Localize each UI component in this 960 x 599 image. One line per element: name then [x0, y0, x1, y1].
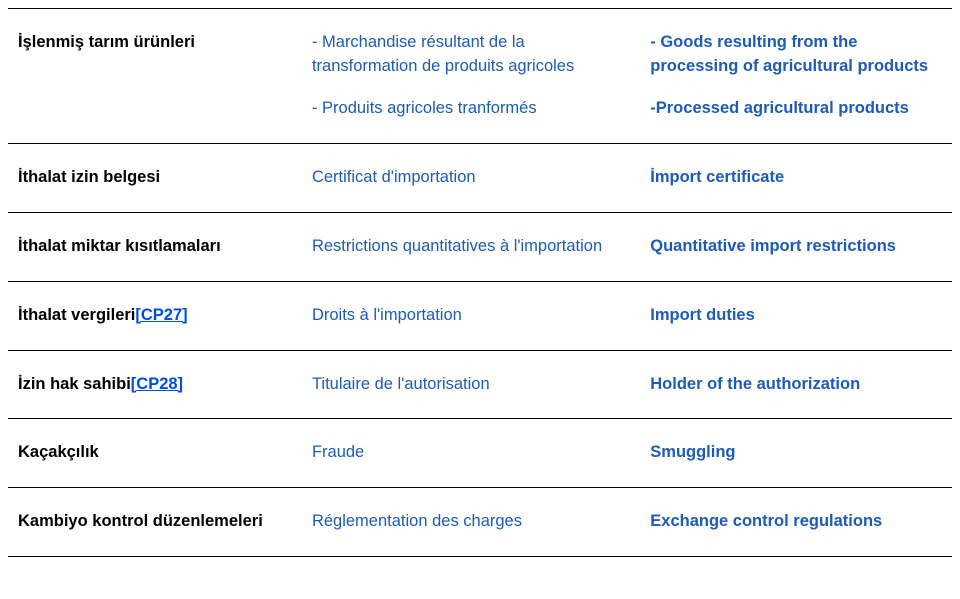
term-text: Titulaire de l'autorisation	[312, 375, 490, 393]
term-turkish: Kaçakçılık	[8, 419, 302, 488]
term-text: Restrictions quantitatives à l'importati…	[312, 237, 602, 255]
term-text: Kambiyo kontrol düzenlemeleri	[18, 512, 263, 530]
term-text: İmport certificate	[650, 168, 784, 186]
term-text: Droits à l'importation	[312, 306, 462, 324]
term-english: İmport certificate	[640, 143, 952, 212]
table-row: İthalat miktar kısıtlamaları Restriction…	[8, 212, 952, 281]
table-row: İzin hak sahibi[CP28] Titulaire de l'aut…	[8, 350, 952, 419]
table-row: İthalat vergileri[CP27] Droits à l'impor…	[8, 281, 952, 350]
term-french: Certificat d'importation	[302, 143, 640, 212]
term-turkish: İşlenmiş tarım ürünleri	[8, 9, 302, 144]
term-text: Quantitative import restrictions	[650, 237, 896, 255]
term-turkish: İzin hak sahibi[CP28]	[8, 350, 302, 419]
term-turkish: Kambiyo kontrol düzenlemeleri	[8, 488, 302, 557]
term-english: Import duties	[640, 281, 952, 350]
table-row: Kambiyo kontrol düzenlemeleri Réglementa…	[8, 488, 952, 557]
table-row: Kaçakçılık Fraude Smuggling	[8, 419, 952, 488]
term-text: Réglementation des charges	[312, 512, 522, 530]
term-text: - Produits agricoles tranformés	[312, 97, 630, 121]
term-english: Smuggling	[640, 419, 952, 488]
term-french: Titulaire de l'autorisation	[302, 350, 640, 419]
term-text: Fraude	[312, 443, 364, 461]
table-row: İthalat izin belgesi Certificat d'import…	[8, 143, 952, 212]
term-text: Exchange control regulations	[650, 512, 882, 530]
term-english: - Goods resulting from the processing of…	[640, 9, 952, 144]
term-french: Réglementation des charges	[302, 488, 640, 557]
term-text: - Marchandise résultant de la transforma…	[312, 31, 630, 79]
term-french: Droits à l'importation	[302, 281, 640, 350]
term-text: İthalat miktar kısıtlamaları	[18, 237, 221, 255]
term-turkish: İthalat izin belgesi	[8, 143, 302, 212]
term-english: Holder of the authorization	[640, 350, 952, 419]
term-text: Certificat d'importation	[312, 168, 476, 186]
citation-link[interactable]: [CP28]	[131, 375, 183, 393]
term-text: Holder of the authorization	[650, 375, 860, 393]
term-text: İşlenmiş tarım ürünleri	[18, 33, 195, 51]
table-row: İşlenmiş tarım ürünleri - Marchandise ré…	[8, 9, 952, 144]
term-text: -Processed agricultural products	[650, 97, 942, 121]
term-text: Kaçakçılık	[18, 443, 99, 461]
glossary-table: İşlenmiş tarım ürünleri - Marchandise ré…	[8, 8, 952, 557]
term-french: Restrictions quantitatives à l'importati…	[302, 212, 640, 281]
term-english: Quantitative import restrictions	[640, 212, 952, 281]
term-french: - Marchandise résultant de la transforma…	[302, 9, 640, 144]
term-text: İzin hak sahibi	[18, 375, 131, 393]
term-turkish: İthalat miktar kısıtlamaları	[8, 212, 302, 281]
term-english: Exchange control regulations	[640, 488, 952, 557]
term-text: Import duties	[650, 306, 755, 324]
term-text: Smuggling	[650, 443, 735, 461]
term-text: - Goods resulting from the processing of…	[650, 31, 942, 79]
citation-link[interactable]: [CP27]	[135, 306, 187, 324]
term-text: İthalat izin belgesi	[18, 168, 160, 186]
term-text: İthalat vergileri	[18, 306, 135, 324]
term-french: Fraude	[302, 419, 640, 488]
term-turkish: İthalat vergileri[CP27]	[8, 281, 302, 350]
